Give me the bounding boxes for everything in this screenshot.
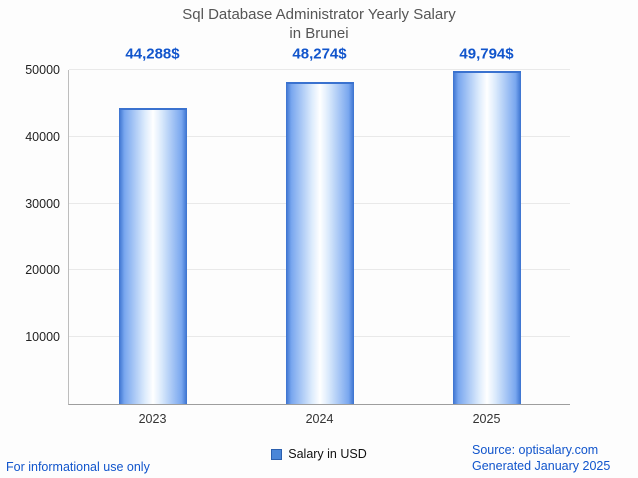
generated-date: Generated January 2025 [472,459,611,473]
source-block: Source: optisalary.com Generated January… [472,442,610,474]
bar-2023 [118,108,187,404]
plot-area: 10000 20000 30000 40000 50000 44,288$ 2023 48,2… [25,46,570,426]
x-axis-label-2023: 2023 [138,412,167,426]
bar-value-label-2025: 49,794$ [459,45,514,63]
legend-swatch-icon [271,448,283,460]
y-tick-label-10000: 10000 [25,330,60,345]
y-tick-label-50000: 50000 [25,63,60,77]
chart-title-line2: in Brunei [289,24,349,42]
source-link[interactable]: Source: optisalary.com [472,443,599,457]
bar-2025 [452,71,521,404]
bar-2024 [285,81,354,404]
y-tick-label-30000: 30000 [25,196,60,211]
y-tick-label-20000: 20000 [25,263,60,278]
bar-value-label-2023: 44,288$ [125,45,180,63]
gridline-50000 [69,69,570,70]
x-axis-label-2024: 2024 [305,412,334,426]
disclaimer-link[interactable]: For informational use only [6,460,150,474]
chart-title-line1: Sql Database Administrator Yearly Salary [182,6,456,23]
legend-label: Salary in USD [288,447,367,461]
y-tick-label-40000: 40000 [25,129,60,144]
x-axis-label-2025: 2025 [472,412,501,426]
chart-title: Sql Database Administrator Yearly Salary… [0,6,638,44]
bar-value-label-2024: 48,274$ [292,45,347,63]
